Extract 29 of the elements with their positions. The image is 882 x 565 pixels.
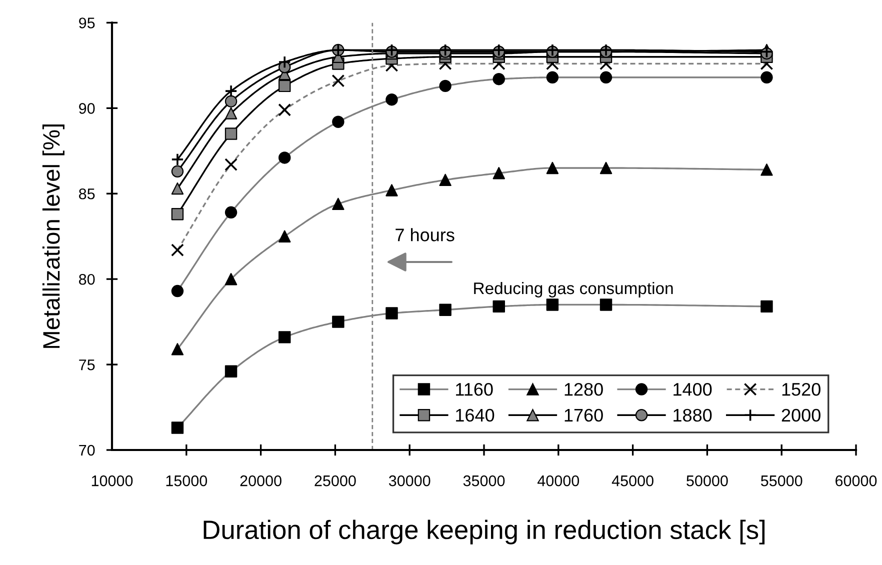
x-tick-label: 30000 <box>388 475 430 486</box>
x-tick-label: 10000 <box>92 475 133 486</box>
x-tick-label: 55000 <box>760 475 802 486</box>
y-tick-label: 70 <box>79 444 95 456</box>
y-tick-label: 85 <box>79 188 95 200</box>
legend-label: 1640 <box>456 408 494 422</box>
legend-label: 2000 <box>782 408 820 422</box>
legend-label: 1160 <box>456 382 493 396</box>
x-tick-label: 20000 <box>240 475 282 486</box>
x-axis-title: Duration of charge keeping in reduction stack [s] <box>204 520 765 544</box>
x-tick-label: 45000 <box>612 475 654 486</box>
legend-label: 1880 <box>674 408 712 422</box>
y-tick-label: 90 <box>79 103 95 114</box>
x-tick-label: 60000 <box>836 475 877 486</box>
x-tick-label: 50000 <box>686 475 728 486</box>
annotation: 7 hours <box>396 228 454 242</box>
y-tick-label: 95 <box>79 18 95 28</box>
y-tick-label: 75 <box>79 360 95 370</box>
legend-label: 1520 <box>782 382 820 396</box>
y-axis-title: Metallization level [%] <box>42 124 64 348</box>
legend-label: 1280 <box>564 382 603 396</box>
y-tick-label: 80 <box>79 274 95 285</box>
legend-title: Reducing gas consumption <box>474 282 673 298</box>
x-tick-label: 15000 <box>166 475 208 486</box>
legend-label: 1400 <box>674 382 712 396</box>
x-tick-label: 35000 <box>463 475 505 486</box>
legend-label: 1760 <box>564 408 603 422</box>
x-tick-label: 40000 <box>538 475 580 486</box>
x-tick-label: 25000 <box>314 475 356 486</box>
